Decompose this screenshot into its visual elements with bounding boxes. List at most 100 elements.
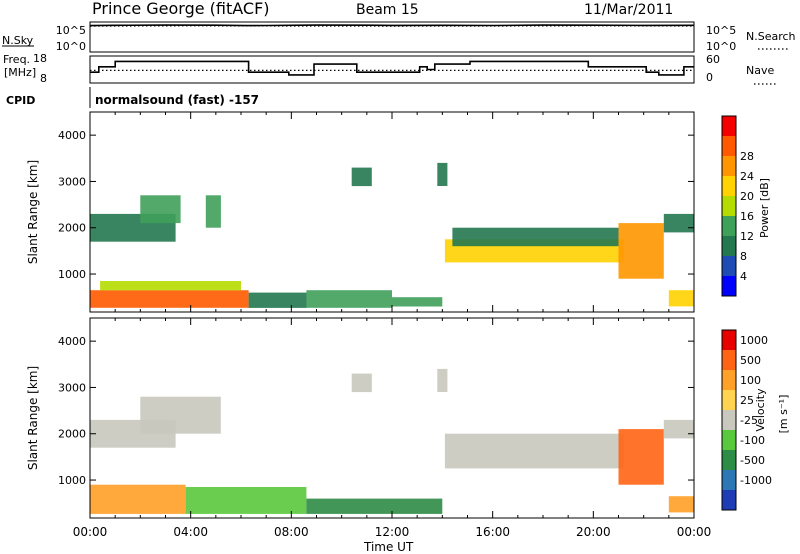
n-sky-tick-low: 10^0	[56, 40, 86, 53]
velocity-ytick-label: 3000	[58, 381, 86, 394]
velocity-ytick-label: 2000	[58, 428, 86, 441]
cpid-program: normalsound (fast) -157	[95, 93, 259, 107]
velocity-echo-region	[351, 373, 372, 393]
velocity-colorbar-segment	[722, 450, 736, 471]
velocity-colorbar-tick: 1000	[740, 334, 768, 347]
n-sky-label: N.Sky	[2, 34, 34, 47]
nave-tick-high: 60	[706, 53, 720, 66]
power-ytick-label: 3000	[58, 175, 86, 188]
velocity-ytick-label: 1000	[58, 474, 86, 487]
freq-tick-high: 18	[33, 52, 47, 65]
velocity-echo-region	[140, 396, 221, 434]
velocity-ytick-label: 4000	[58, 335, 86, 348]
velocity-colorbar-segment	[722, 330, 736, 351]
x-tick-label: 00:00	[73, 525, 108, 539]
power-echo-region	[248, 292, 307, 308]
velocity-colorbar-unit: [m s⁻¹]	[777, 395, 790, 434]
velocity-colorbar-segment	[722, 390, 736, 411]
power-echo-region	[306, 290, 392, 308]
n-search-label: N.Search	[746, 30, 796, 43]
velocity-colorbar-tick: -500	[740, 454, 765, 467]
x-axis: 00:00 04:00 08:00 12:00 16:00 20:00 00:00	[73, 525, 712, 539]
x-tick-label: 20:00	[576, 525, 611, 539]
site-title: Prince George (fitACF)	[92, 0, 270, 18]
power-y-label: Slant Range [km]	[26, 160, 40, 264]
power-ytick-label: 4000	[58, 129, 86, 142]
velocity-colorbar: 1000 500 100 25 -25 -100 -500 -1000 Velocity [m…	[721, 329, 790, 511]
n-sky-tick-high: 10^5	[56, 24, 86, 37]
power-echo-region	[140, 195, 181, 224]
power-echo-region	[351, 167, 372, 187]
n-sky-line	[89, 24, 695, 27]
power-colorbar-segment	[722, 276, 736, 297]
velocity-echo-region	[668, 496, 694, 513]
x-tick-label: 08:00	[274, 525, 309, 539]
x-axis-label: Time UT	[363, 540, 414, 554]
power-colorbar-segment	[722, 116, 736, 137]
power-echo-region	[452, 227, 619, 247]
velocity-echo-region	[90, 484, 186, 514]
velocity-colorbar-tick: 100	[740, 374, 761, 387]
cpid-label: CPID	[6, 94, 35, 107]
velocity-echo-region	[437, 368, 448, 392]
velocity-colorbar-segment	[722, 370, 736, 391]
power-echo-region	[437, 162, 448, 186]
velocity-colorbar-segment	[722, 490, 736, 511]
velocity-colorbar-tick: 500	[740, 354, 761, 367]
power-colorbar: 4 8 12 16 20 24 28 Power [dB]	[721, 115, 771, 297]
nave-label: Nave	[746, 64, 774, 77]
nave-tick-low: 0	[706, 71, 713, 84]
power-echo-region	[663, 213, 694, 233]
x-tick-label: 04:00	[173, 525, 208, 539]
velocity-colorbar-segment	[722, 350, 736, 371]
power-colorbar-tick: 4	[740, 270, 747, 283]
velocity-echo-region	[306, 498, 443, 514]
velocity-y-label: Slant Range [km]	[26, 366, 40, 470]
power-colorbar-segment	[722, 136, 736, 157]
power-echo-region	[618, 223, 664, 279]
velocity-colorbar-tick: 25	[740, 394, 754, 407]
velocity-colorbar-segment	[722, 470, 736, 491]
freq-unit-label: [MHz]	[4, 66, 36, 79]
velocity-colorbar-segment	[722, 430, 736, 451]
power-ytick-label: 1000	[58, 268, 86, 281]
power-colorbar-segment	[722, 176, 736, 197]
x-tick-label: 12:00	[375, 525, 410, 539]
power-colorbar-segment	[722, 256, 736, 277]
power-colorbar-tick: 12	[740, 230, 754, 243]
power-colorbar-label: Power [dB]	[758, 178, 771, 238]
beam-label: Beam 15	[356, 2, 419, 18]
power-echo-region	[100, 281, 241, 291]
n-search-tick-high: 10^5	[706, 24, 736, 37]
velocity-panel: 1000 2000 3000 4000 Slant Range [km]	[26, 317, 695, 519]
power-colorbar-tick: 20	[740, 190, 754, 203]
power-colorbar-tick: 28	[740, 150, 754, 163]
velocity-colorbar-tick: -1000	[740, 474, 772, 487]
velocity-colorbar-label: Velocity	[754, 388, 767, 432]
x-tick-label: 00:00	[677, 525, 712, 539]
power-colorbar-segment	[722, 216, 736, 237]
velocity-colorbar-tick: -25	[740, 414, 758, 427]
noise-panel: N.Sky 10^5 10^0 10^5 10^0 N.Search	[2, 21, 796, 53]
power-panel: 1000 2000 3000 4000 Slant Range [km]	[26, 111, 695, 313]
velocity-colorbar-segment	[722, 410, 736, 431]
power-colorbar-tick: 8	[740, 250, 747, 263]
frequency-line	[90, 60, 694, 76]
power-echo-region	[668, 290, 694, 307]
date-label: 11/Mar/2011	[584, 2, 673, 18]
n-search-tick-low: 10^0	[706, 40, 736, 53]
power-colorbar-tick: 24	[740, 170, 754, 183]
velocity-colorbar-tick: -100	[740, 434, 765, 447]
velocity-echo-region	[663, 419, 694, 439]
x-tick-label: 16:00	[475, 525, 510, 539]
frequency-panel: Freq. [MHz] 18 8 60 0 Nave	[3, 52, 778, 85]
power-echo-region	[392, 297, 443, 307]
power-colorbar-tick: 16	[740, 210, 754, 223]
power-colorbar-segment	[722, 236, 736, 257]
velocity-echo-region	[618, 429, 664, 485]
power-echo-region	[90, 290, 249, 308]
power-colorbar-segment	[722, 156, 736, 177]
power-colorbar-segment	[722, 196, 736, 217]
velocity-echo-region	[444, 433, 624, 469]
